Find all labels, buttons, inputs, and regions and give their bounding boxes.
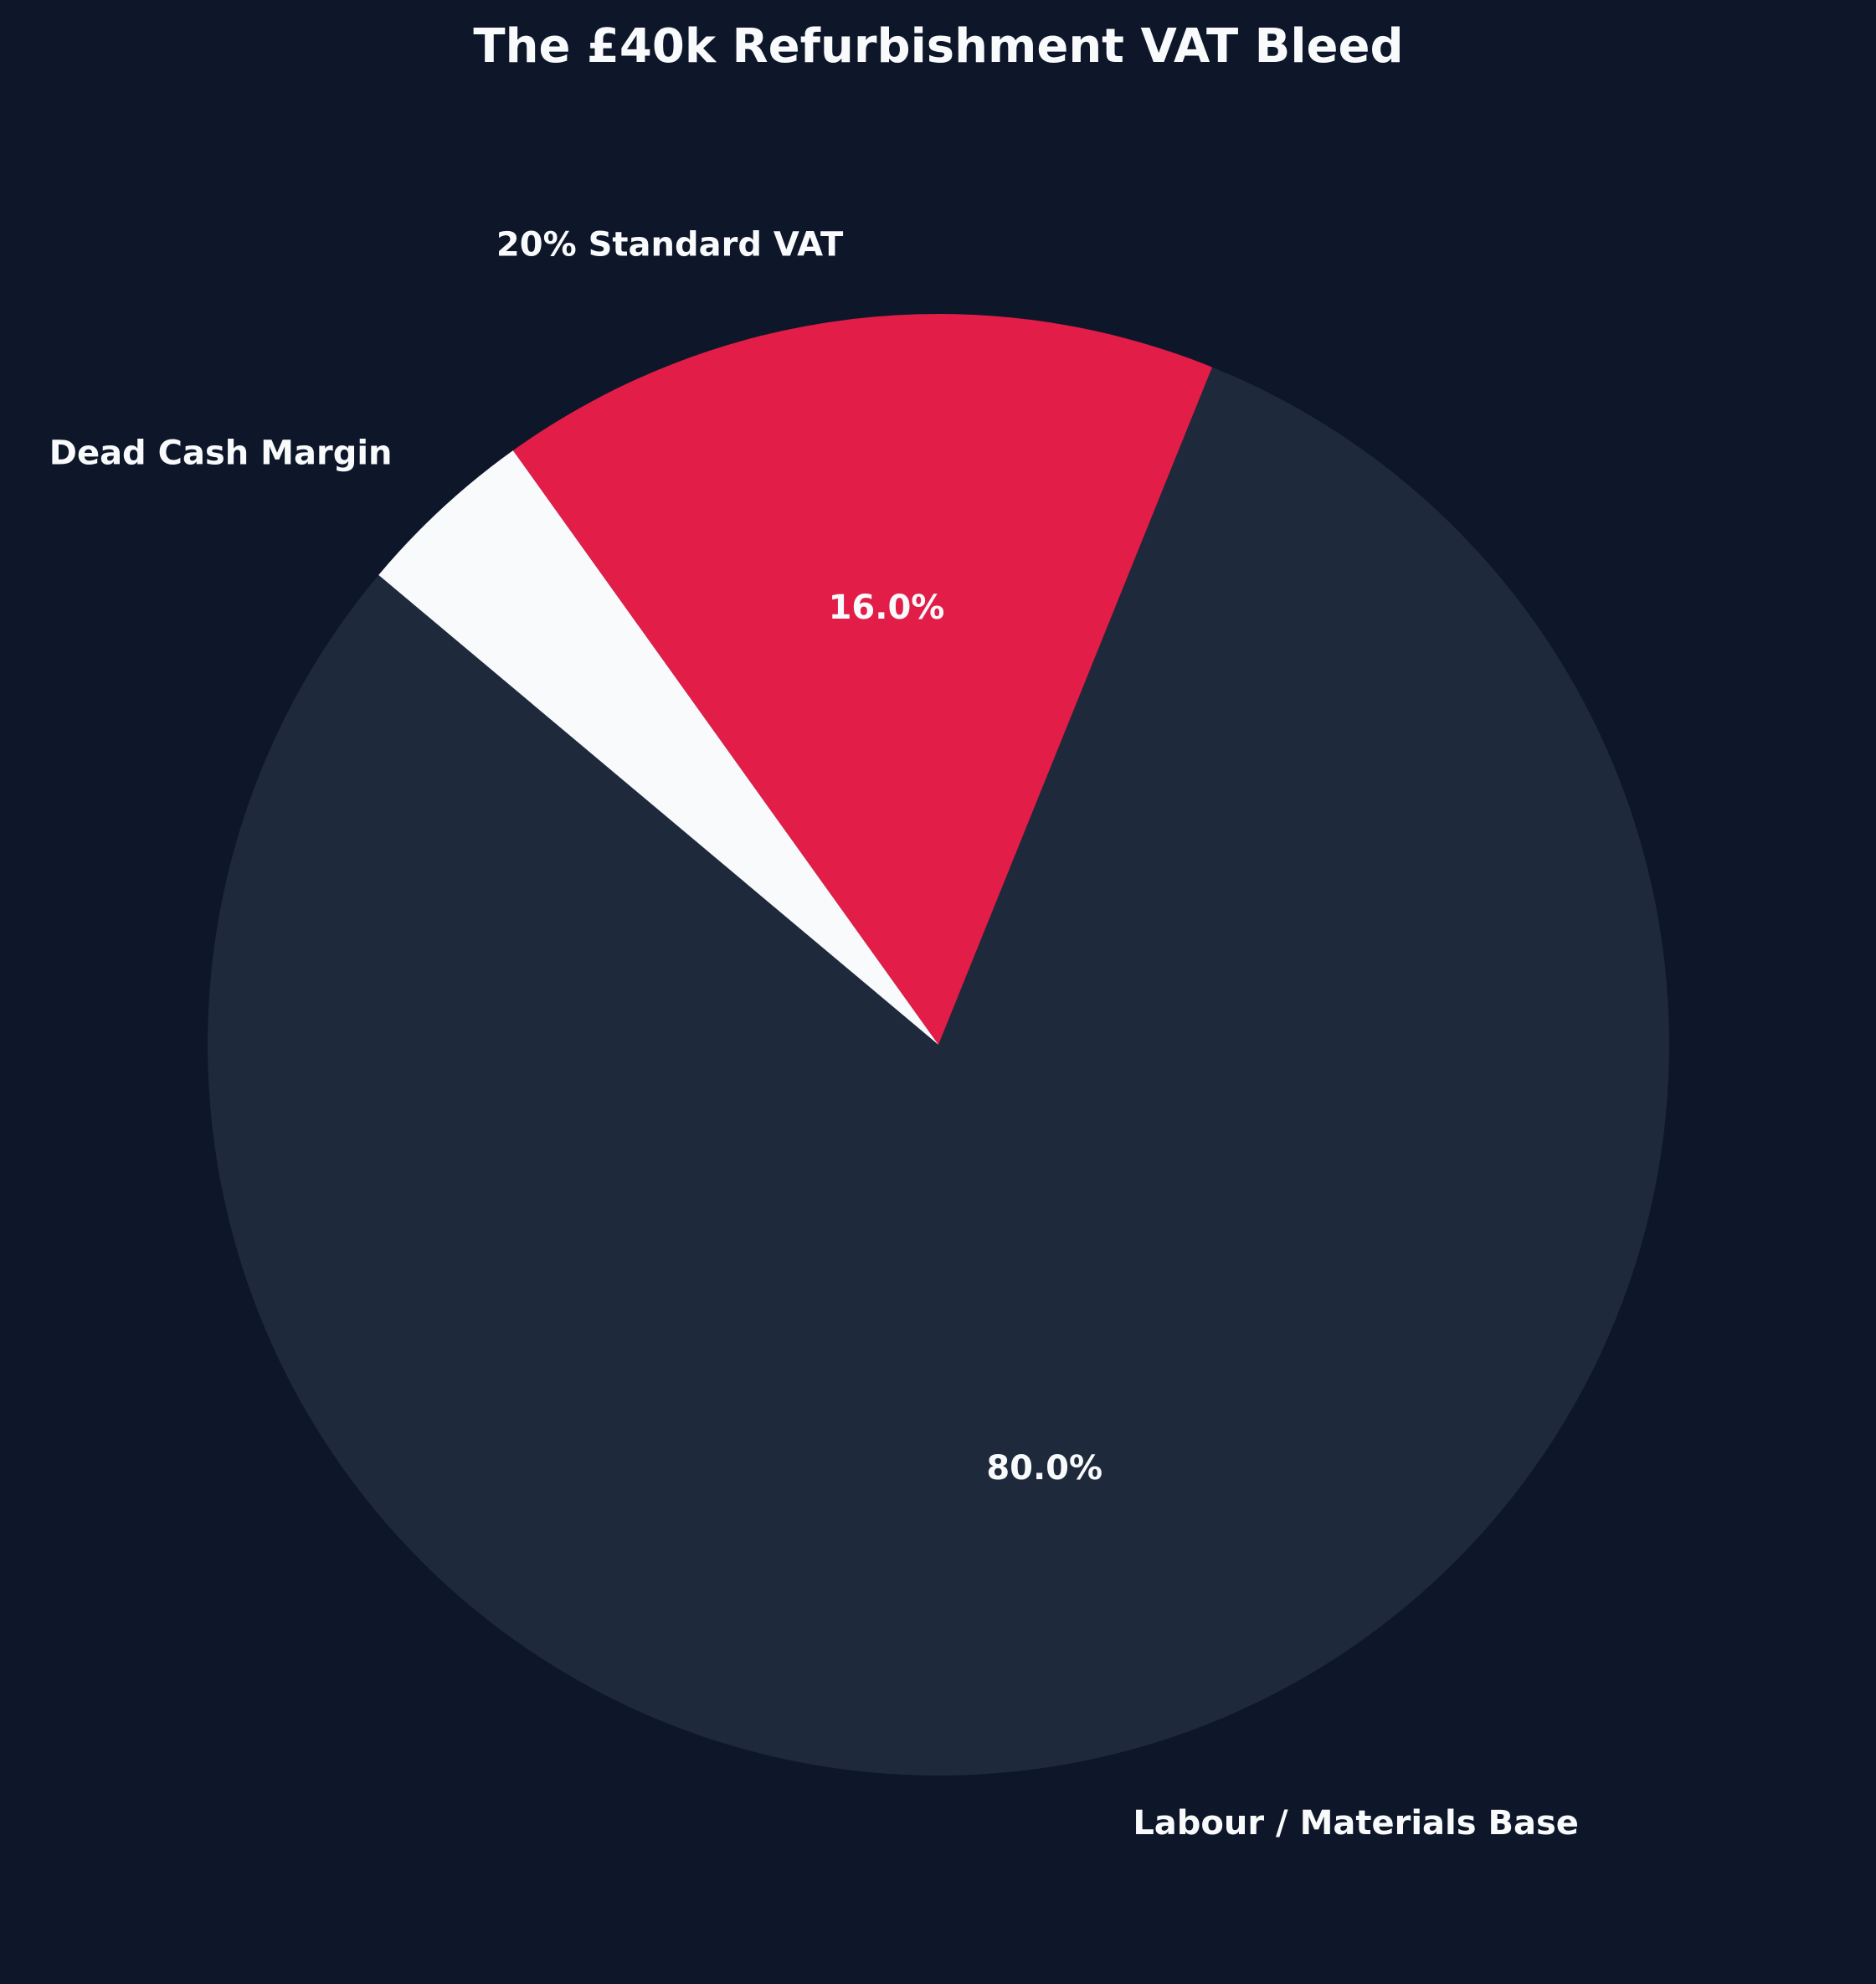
pie-slice-dead-cash-margin — [378, 450, 939, 1045]
pie-labels: Labour / Materials Base 80.0% 20% Standard… — [49, 225, 1579, 1842]
slice-label-labour-materials-base: Labour / Materials Base — [1133, 1804, 1579, 1843]
pie-slices — [207, 313, 1670, 1776]
slice-percent-20-standard-vat: 16.0% — [829, 589, 945, 627]
slice-label-dead-cash-margin: Dead Cash Margin — [49, 434, 393, 472]
pie-slice-labour-materials-base — [207, 367, 1670, 1776]
slice-percent-labour-materials-base: 80.0% — [986, 1449, 1102, 1488]
slice-label-20-standard-vat: 20% Standard VAT — [496, 225, 844, 264]
chart-title: The £40k Refurbishment VAT Bleed — [473, 19, 1403, 74]
pie-slice-20-standard-vat — [512, 313, 1213, 1045]
